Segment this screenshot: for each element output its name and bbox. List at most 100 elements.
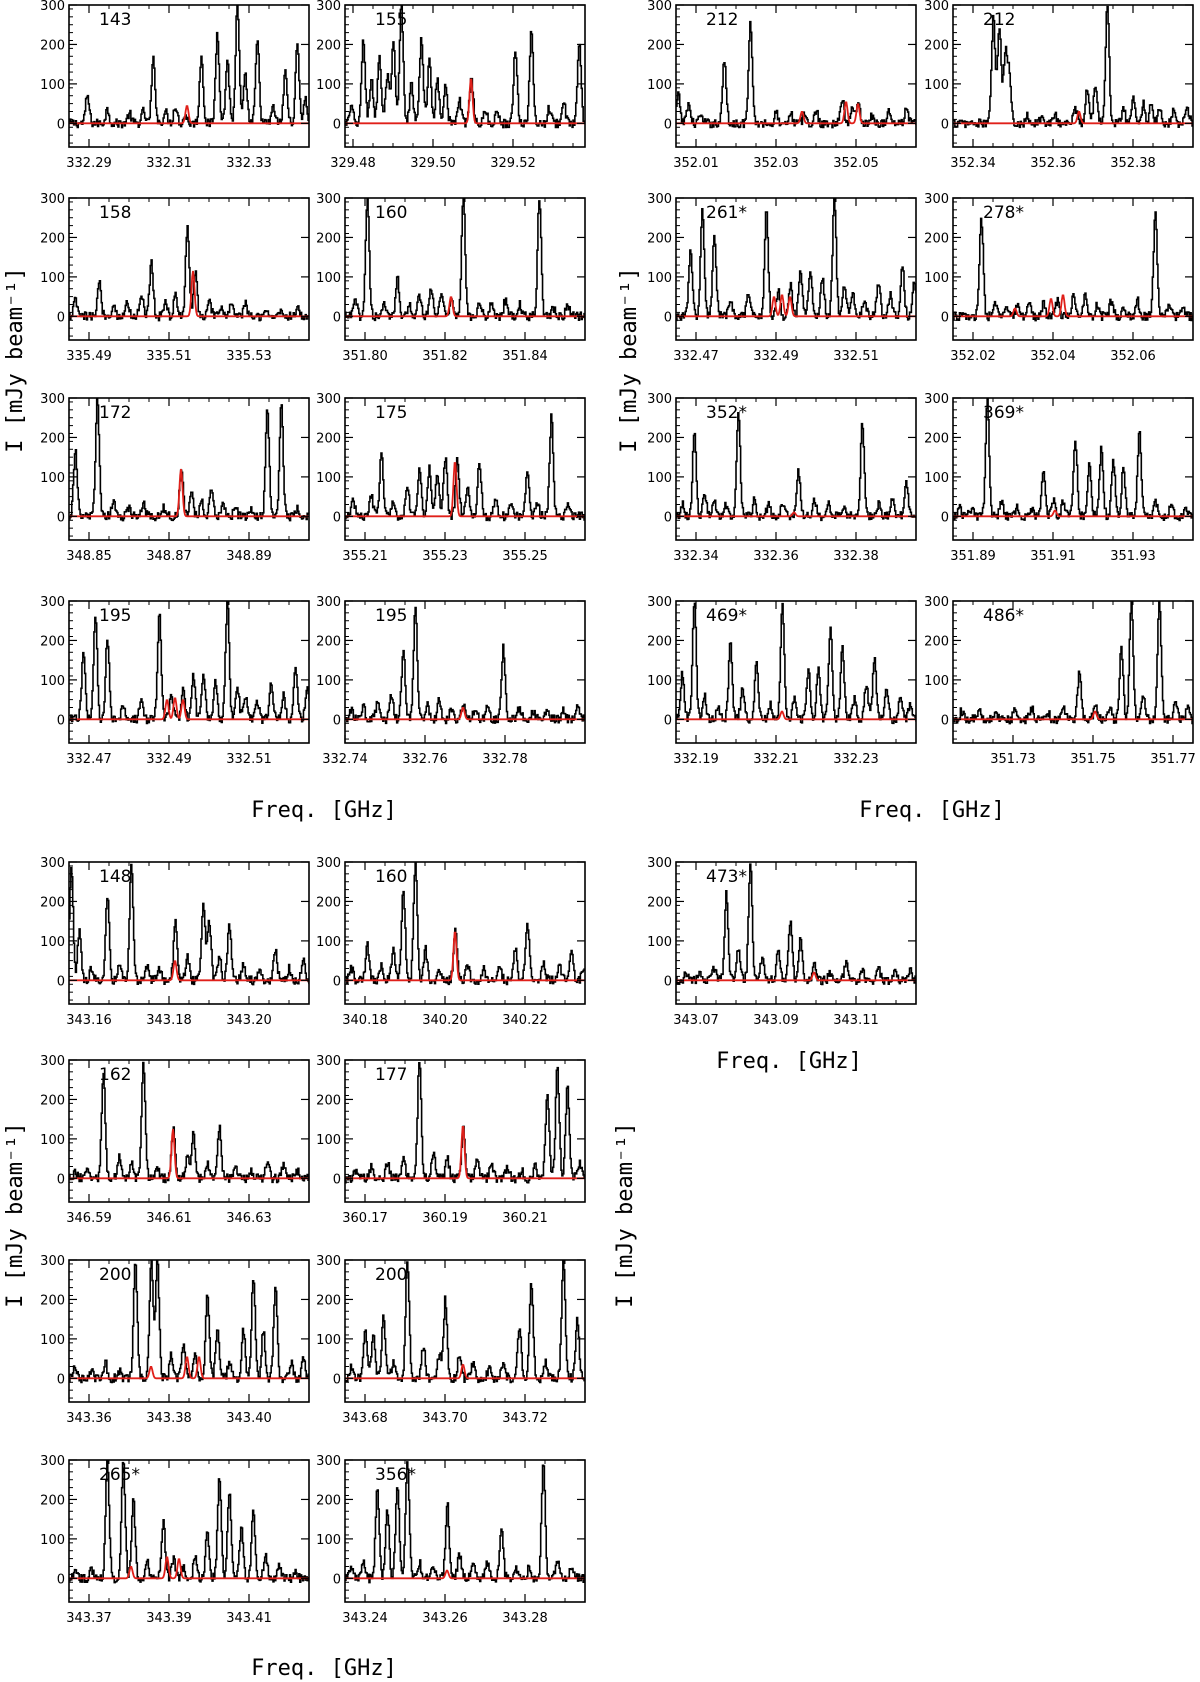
model-spectrum-line [345, 1364, 585, 1380]
y-tick-label: 200 [924, 634, 949, 649]
x-tick-label: 343.41 [226, 1611, 272, 1626]
observed-spectrum-line [345, 1461, 585, 1584]
model-spectrum-line [953, 294, 1193, 318]
y-axis-label-bottom-right: I [mJy beam⁻¹] [613, 1122, 638, 1307]
y-tick-label: 100 [316, 1533, 341, 1548]
observed-spectrum-line [345, 1260, 585, 1384]
observed-spectrum-line [953, 211, 1193, 322]
panel-label: 155 [375, 10, 407, 30]
spectrum-panel-3: 0 100 200 300 352.01 352.03 352.05 212 [647, 0, 917, 171]
x-tick-label: 329.52 [490, 156, 536, 171]
y-tick-label: 300 [40, 1054, 65, 1069]
x-tick-label: 332.47 [673, 349, 719, 364]
y-tick-label: 300 [40, 0, 65, 14]
panel-label: 200 [99, 1265, 131, 1285]
panel-frame [344, 4, 586, 148]
y-tick-label: 0 [333, 1372, 341, 1387]
y-tick-label: 0 [57, 1372, 65, 1387]
spectrum-panel-10: 0 100 200 300 355.21 355.23 355.25 175 [316, 392, 586, 564]
y-tick-label: 0 [941, 310, 949, 325]
spectrum-panel-5: 0 100 200 300 335.49 335.51 335.53 158 [40, 192, 310, 364]
spectrum-panel-18: 0 100 200 300 340.18 340.20 340.22 160 [316, 856, 586, 1028]
spectrum-panel-4: 0 100 200 300 352.34 352.36 352.38 212 [924, 0, 1194, 171]
model-spectrum-line [345, 1569, 585, 1580]
spectrum-panel-2: 0 100 200 300 329.48 329.50 329.52 155 [316, 0, 586, 171]
y-tick-label: 100 [924, 674, 949, 689]
spectrum-panel-19: 0 100 200 300 343.07 343.09 343.11 473* [647, 856, 917, 1028]
x-tick-label: 351.80 [342, 349, 388, 364]
y-tick-label: 200 [647, 38, 672, 53]
observed-spectrum-line [345, 413, 585, 522]
y-tick-label: 0 [664, 310, 672, 325]
y-tick-label: 200 [316, 431, 341, 446]
y-tick-label: 300 [40, 192, 65, 207]
x-tick-label: 332.38 [833, 549, 879, 564]
y-tick-label: 0 [941, 713, 949, 728]
model-spectrum-line [345, 931, 585, 982]
y-tick-label: 200 [647, 634, 672, 649]
x-tick-label: 351.75 [1070, 752, 1116, 767]
x-tick-label: 340.20 [422, 1013, 468, 1028]
y-tick-label: 200 [924, 431, 949, 446]
x-tick-label: 332.47 [66, 752, 112, 767]
panel-label: 148 [99, 867, 131, 887]
y-tick-label: 0 [57, 310, 65, 325]
y-tick-label: 100 [40, 1533, 65, 1548]
y-tick-label: 300 [40, 595, 65, 610]
y-tick-label: 200 [316, 231, 341, 246]
y-tick-label: 100 [316, 674, 341, 689]
x-tick-label: 351.89 [950, 549, 996, 564]
panel-label: 177 [375, 1065, 407, 1085]
x-tick-label: 332.19 [673, 752, 719, 767]
x-tick-label: 343.11 [833, 1013, 879, 1028]
x-tick-label: 352.01 [673, 156, 719, 171]
y-tick-label: 300 [40, 1454, 65, 1469]
x-tick-label: 332.21 [753, 752, 799, 767]
model-spectrum-line [676, 971, 916, 982]
observed-spectrum-line [953, 601, 1193, 725]
panel-label: 172 [99, 403, 131, 423]
x-tick-label: 352.02 [950, 349, 996, 364]
y-tick-label: 100 [647, 271, 672, 286]
panel-label: 278* [983, 203, 1024, 223]
model-spectrum-line [676, 294, 916, 318]
spectrum-panel-11: 0 100 200 300 332.34 332.36 332.38 352* [647, 392, 917, 564]
y-tick-label: 0 [333, 974, 341, 989]
y-tick-label: 300 [316, 1454, 341, 1469]
x-tick-label: 352.06 [1110, 349, 1156, 364]
x-tick-label: 352.03 [753, 156, 799, 171]
spectrum-panel-21: 0 100 200 300 360.17 360.19 360.21 177 [316, 1054, 586, 1226]
panel-label: 265* [99, 1465, 140, 1485]
panel-label: 473* [706, 867, 747, 887]
y-tick-label: 0 [333, 310, 341, 325]
x-tick-label: 332.49 [753, 349, 799, 364]
spectrum-panel-15: 0 100 200 300 332.19 332.21 332.23 469* [647, 595, 917, 767]
spectrum-panel-13: 0 100 200 300 332.47 332.49 332.51 195 [40, 595, 310, 767]
model-spectrum-line [69, 468, 309, 518]
observed-spectrum-line [69, 601, 309, 725]
y-tick-label: 300 [316, 856, 341, 871]
x-tick-label: 346.61 [146, 1211, 192, 1226]
y-tick-label: 100 [316, 1333, 341, 1348]
model-spectrum-line [345, 707, 585, 721]
panel-grid: 0 100 200 300 332.29 332.31 332.33 143 0 100 200 30… [40, 0, 1196, 1626]
x-tick-label: 355.25 [502, 549, 548, 564]
observed-spectrum-line [345, 198, 585, 322]
x-tick-label: 343.72 [502, 1411, 548, 1426]
panel-label: 486* [983, 606, 1024, 626]
y-tick-label: 200 [40, 1093, 65, 1108]
y-tick-label: 100 [647, 935, 672, 950]
x-tick-label: 351.91 [1030, 549, 1076, 564]
y-tick-label: 200 [316, 634, 341, 649]
x-tick-label: 355.23 [422, 549, 468, 564]
x-tick-label: 343.37 [66, 1611, 112, 1626]
x-tick-label: 335.49 [66, 349, 112, 364]
y-tick-label: 200 [647, 231, 672, 246]
y-tick-label: 100 [316, 1133, 341, 1148]
model-spectrum-line [953, 710, 1193, 721]
x-tick-label: 332.34 [673, 549, 719, 564]
model-spectrum-line [69, 1356, 309, 1380]
x-axis-label-top-left: Freq. [GHz] [251, 798, 397, 823]
y-tick-label: 0 [333, 713, 341, 728]
y-tick-label: 0 [57, 117, 65, 132]
